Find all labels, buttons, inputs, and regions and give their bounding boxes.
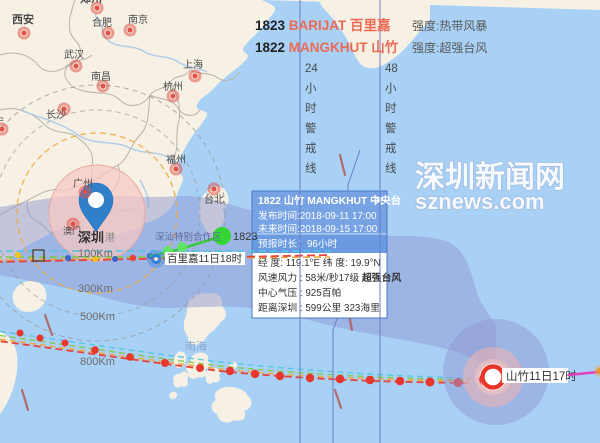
- svg-text:警: 警: [305, 121, 317, 135]
- svg-text:sznews.com: sznews.com: [415, 189, 545, 214]
- svg-text:港: 港: [105, 232, 115, 244]
- svg-text:深圳: 深圳: [78, 230, 104, 245]
- svg-text:48: 48: [385, 63, 398, 75]
- svg-text:时: 时: [385, 102, 397, 115]
- svg-text:800Km: 800Km: [80, 356, 115, 368]
- svg-text:郑州: 郑州: [80, 0, 102, 5]
- svg-text:长沙: 长沙: [46, 109, 66, 121]
- svg-text:✕: ✕: [374, 194, 384, 208]
- svg-text:线: 线: [385, 161, 397, 175]
- svg-text:合肥: 合肥: [92, 16, 112, 29]
- svg-text:澳门: 澳门: [63, 225, 81, 236]
- svg-text:1823 BARIJAT 百里嘉: 1823 BARIJAT 百里嘉: [255, 17, 391, 33]
- svg-text:发布时间:2018-09-11 17:00: 发布时间:2018-09-11 17:00: [258, 209, 377, 222]
- svg-text:线: 线: [305, 161, 317, 175]
- svg-text:广州: 广州: [73, 178, 93, 190]
- svg-text:上海: 上海: [183, 58, 203, 71]
- svg-text:1822 MANGKHUT 山竹: 1822 MANGKHUT 山竹: [255, 39, 399, 55]
- svg-text:小: 小: [385, 82, 397, 95]
- svg-text:时: 时: [305, 102, 317, 115]
- svg-text:戒: 戒: [385, 142, 397, 155]
- svg-text:警: 警: [385, 121, 397, 135]
- svg-text:预报时长：96小时: 预报时长：96小时: [258, 237, 338, 250]
- svg-text:深汕特别合作区: 深汕特别合作区: [155, 231, 222, 243]
- svg-text:小: 小: [305, 82, 317, 95]
- svg-text:距离深圳 : 599公里 323海里: 距离深圳 : 599公里 323海里: [258, 301, 380, 314]
- svg-text:西安: 西安: [12, 12, 34, 26]
- svg-text:强度:热带风暴: 强度:热带风暴: [412, 18, 487, 33]
- svg-text:南京: 南京: [128, 13, 148, 26]
- svg-text:南昌: 南昌: [91, 70, 111, 83]
- svg-text:山竹11日17时: 山竹11日17时: [506, 369, 577, 383]
- svg-text:24: 24: [305, 63, 318, 75]
- svg-text:500Km: 500Km: [80, 311, 115, 323]
- svg-text:戒: 戒: [305, 142, 317, 155]
- svg-text:武汉: 武汉: [64, 48, 84, 61]
- svg-text:杭州: 杭州: [163, 80, 183, 93]
- svg-text:未来时间:2018-09-15 17:00: 未来时间:2018-09-15 17:00: [258, 222, 378, 235]
- svg-text:300Km: 300Km: [78, 283, 113, 295]
- svg-text:100Km: 100Km: [78, 248, 113, 260]
- svg-text:强度:超强台风: 强度:超强台风: [412, 40, 487, 55]
- svg-text:台北: 台北: [204, 193, 224, 206]
- svg-text:南海: 南海: [185, 339, 207, 353]
- svg-text:百里嘉11日18时: 百里嘉11日18时: [167, 252, 243, 265]
- svg-text:南宁: 南宁: [0, 115, 4, 126]
- svg-text:1823: 1823: [233, 231, 257, 243]
- svg-text:福州: 福州: [166, 153, 186, 166]
